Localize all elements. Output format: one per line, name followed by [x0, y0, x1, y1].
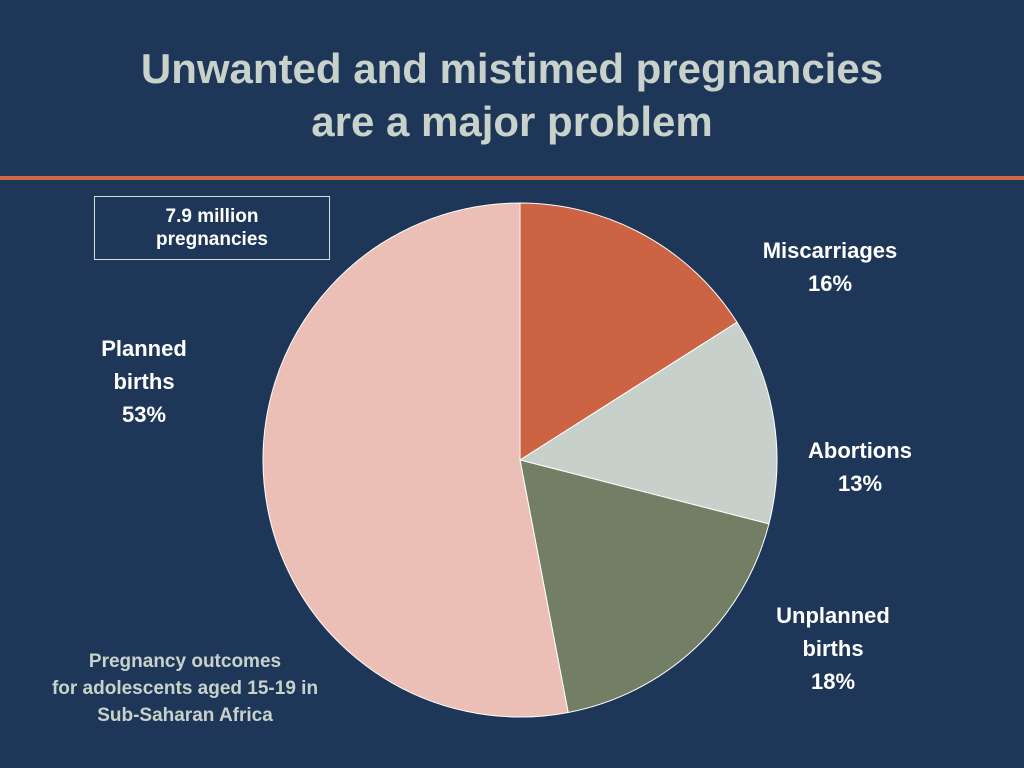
slide-title: Unwanted and mistimed pregnancies are a …: [0, 42, 1024, 148]
title-line-1: Unwanted and mistimed pregnancies: [140, 45, 884, 92]
label-abortions-name: Abortions: [808, 438, 912, 463]
title-line-2: are a major problem: [311, 98, 713, 145]
pie-slice-abortions: [519, 321, 778, 525]
label-unplanned-births: Unplanned births 18%: [733, 599, 933, 698]
total-line-2: pregnancies: [156, 229, 268, 250]
label-unplanned-line-2: births: [802, 636, 864, 661]
label-abortions: Abortions 13%: [760, 434, 960, 500]
label-abortions-value: 13%: [837, 471, 883, 496]
total-line-1: 7.9 million: [165, 206, 259, 227]
label-unplanned-line-1: Unplanned: [776, 603, 890, 628]
label-miscarriages-value: 16%: [807, 271, 853, 296]
total-pregnancies-box: 7.9 million pregnancies: [94, 196, 330, 260]
caption-line-3: Sub-Saharan Africa: [97, 705, 273, 726]
pie-slice-unplanned-births: [519, 459, 770, 713]
title-divider: [0, 176, 1024, 180]
label-planned-line-1: Planned: [101, 336, 187, 361]
label-planned-line-2: births: [113, 369, 175, 394]
pie-slice-planned-births: [262, 202, 569, 718]
label-miscarriages: Miscarriages 16%: [730, 234, 930, 300]
label-unplanned-value: 18%: [810, 669, 856, 694]
caption-line-2: for adolescents aged 15-19 in: [51, 678, 319, 699]
label-miscarriages-name: Miscarriages: [762, 238, 898, 263]
caption-line-1: Pregnancy outcomes: [88, 651, 282, 672]
pie-slice-miscarriages: [519, 202, 738, 461]
label-planned-value: 53%: [121, 402, 167, 427]
label-planned-births: Planned births 53%: [44, 332, 244, 431]
chart-caption: Pregnancy outcomes for adolescents aged …: [20, 648, 350, 729]
